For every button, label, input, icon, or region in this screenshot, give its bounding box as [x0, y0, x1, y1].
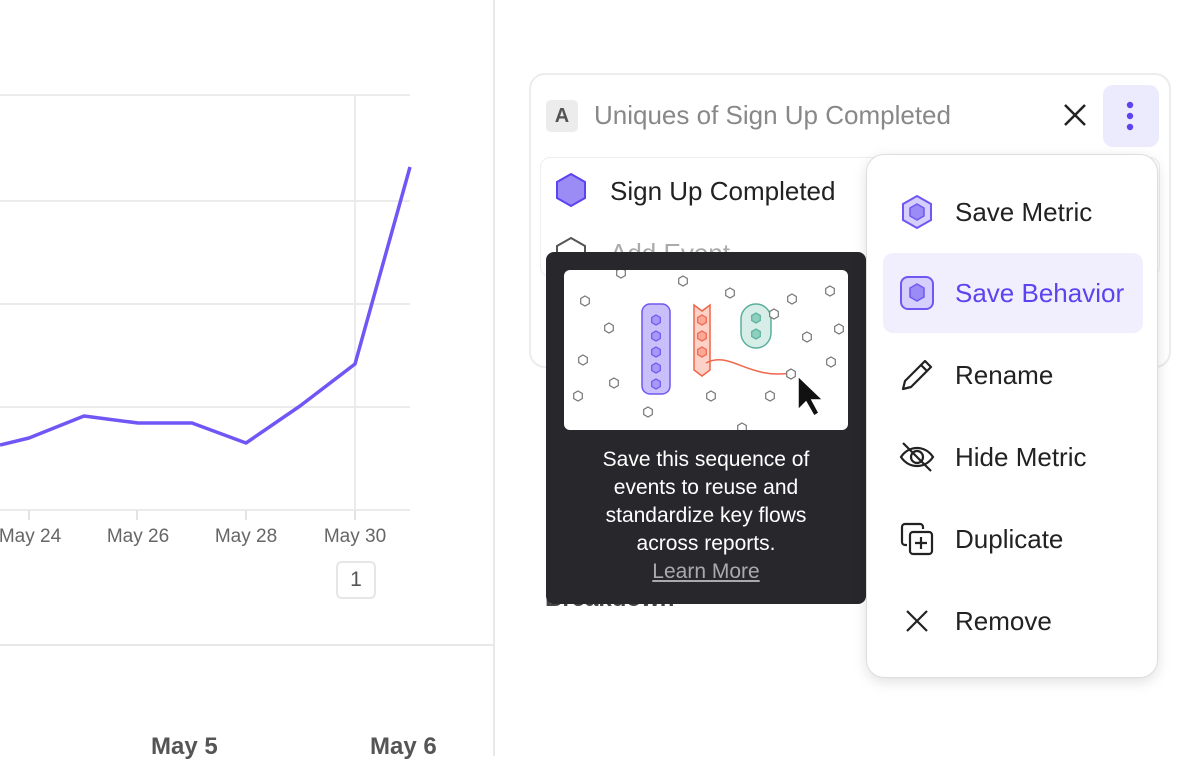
hexagon-icon [899, 194, 935, 230]
menu-item-save-behavior[interactable]: Save Behavior [883, 253, 1143, 333]
divider [0, 644, 494, 646]
hexagon-dot [573, 390, 583, 402]
hexagon-dot [651, 330, 661, 342]
hexagon-dot [616, 270, 626, 279]
x-tick-label: May 26 [106, 526, 170, 547]
tooltip-description: Save this sequence of events to reuse an… [602, 448, 810, 555]
metric-letter-badge: A [546, 100, 578, 132]
menu-item-rename[interactable]: Rename [883, 335, 1143, 415]
hexagon-dot [737, 422, 747, 430]
hexagon-dot [706, 390, 716, 402]
hexagon-dot [609, 377, 619, 389]
gridline [0, 406, 410, 408]
x-tick-label: May 24 [0, 526, 62, 547]
pencil-icon [899, 357, 935, 393]
hexagon-dot [697, 314, 707, 326]
eye-off-icon [899, 439, 935, 475]
chart-svg [0, 166, 412, 520]
more-options-button[interactable] [1103, 85, 1159, 147]
hexagon-dot [725, 287, 735, 299]
gridline [0, 303, 410, 305]
gridline [0, 94, 410, 96]
x-axis-line [0, 509, 410, 511]
hexagon-dot [580, 295, 590, 307]
annotation-badge[interactable]: 1 [336, 561, 376, 599]
duplicate-icon [899, 521, 935, 557]
hexagon-dot [678, 275, 688, 287]
menu-item-label: Hide Metric [955, 441, 1087, 472]
lower-axis-label: May 6 [370, 733, 437, 760]
menu-item-label: Rename [955, 359, 1054, 390]
hexagon-dot [697, 330, 707, 342]
x-tick-label: May 30 [323, 526, 387, 547]
panel-divider [493, 0, 495, 756]
tooltip-text: Save this sequence of events to reuse an… [546, 446, 866, 586]
menu-item-label: Save Behavior [955, 277, 1125, 308]
behavior-icon [899, 275, 935, 311]
save-behavior-tooltip: Save this sequence of events to reuse an… [546, 252, 878, 604]
hexagon-dot [578, 354, 588, 366]
hexagon-dot [787, 293, 797, 305]
annotation-line [354, 95, 356, 520]
hexagon-dot [751, 312, 761, 324]
hexagon-dot [825, 285, 835, 297]
close-icon [899, 603, 935, 639]
menu-item-label: Remove [955, 605, 1052, 636]
metric-title[interactable]: Uniques of Sign Up Completed [594, 100, 951, 130]
gridline [0, 200, 410, 202]
menu-item-label: Duplicate [955, 523, 1064, 554]
hexagon-dot [826, 356, 836, 368]
close-icon[interactable] [1059, 99, 1091, 131]
hexagon-dot [697, 346, 707, 358]
hexagon-dot [834, 323, 844, 335]
chart-area: May 24 May 26 May 28 May 30 1 [0, 0, 494, 645]
event-hexagon-icon [556, 172, 586, 208]
menu-item-duplicate[interactable]: Duplicate [883, 499, 1143, 579]
hexagon-dot [751, 328, 761, 340]
lower-axis-label: May 5 [151, 733, 218, 760]
hexagon-dot [651, 314, 661, 326]
hexagon-dot [651, 378, 661, 390]
hexagon-dot [802, 331, 812, 343]
menu-item-hide-metric[interactable]: Hide Metric [883, 417, 1143, 497]
metric-options-menu: Save Metric Save Behavior Rename Hide Me… [866, 154, 1158, 678]
hexagon-dot [651, 346, 661, 358]
hexagon-dot [786, 368, 796, 380]
series-line [0, 166, 412, 447]
behavior-illustration [564, 270, 848, 430]
hexagon-dot [765, 390, 775, 402]
menu-item-remove[interactable]: Remove [883, 581, 1143, 661]
menu-item-save-metric[interactable]: Save Metric [883, 172, 1143, 252]
learn-more-link[interactable]: Learn More [652, 560, 760, 583]
hexagon-dot [651, 362, 661, 374]
event-name[interactable]: Sign Up Completed [610, 176, 836, 206]
hexagon-dot [604, 322, 614, 334]
menu-item-label: Save Metric [955, 196, 1093, 227]
hexagon-dot [769, 308, 779, 320]
hexagon-dot [643, 406, 653, 418]
kebab-icon [1126, 101, 1134, 131]
x-tick-label: May 28 [214, 526, 278, 547]
